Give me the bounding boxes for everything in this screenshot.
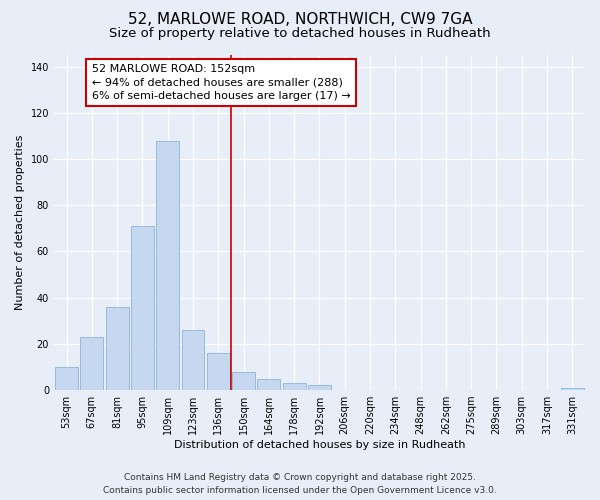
Bar xyxy=(157,140,179,390)
Bar xyxy=(106,307,128,390)
Bar xyxy=(55,367,78,390)
X-axis label: Distribution of detached houses by size in Rudheath: Distribution of detached houses by size … xyxy=(174,440,465,450)
Bar xyxy=(283,383,305,390)
Bar xyxy=(561,388,584,390)
Bar xyxy=(257,378,280,390)
Text: 52 MARLOWE ROAD: 152sqm
← 94% of detached houses are smaller (288)
6% of semi-de: 52 MARLOWE ROAD: 152sqm ← 94% of detache… xyxy=(92,64,350,100)
Bar xyxy=(80,337,103,390)
Bar xyxy=(232,372,255,390)
Text: 52, MARLOWE ROAD, NORTHWICH, CW9 7GA: 52, MARLOWE ROAD, NORTHWICH, CW9 7GA xyxy=(128,12,472,28)
Bar xyxy=(131,226,154,390)
Y-axis label: Number of detached properties: Number of detached properties xyxy=(15,135,25,310)
Text: Size of property relative to detached houses in Rudheath: Size of property relative to detached ho… xyxy=(109,28,491,40)
Bar xyxy=(182,330,205,390)
Bar xyxy=(207,353,230,390)
Bar xyxy=(308,386,331,390)
Text: Contains HM Land Registry data © Crown copyright and database right 2025.
Contai: Contains HM Land Registry data © Crown c… xyxy=(103,473,497,495)
